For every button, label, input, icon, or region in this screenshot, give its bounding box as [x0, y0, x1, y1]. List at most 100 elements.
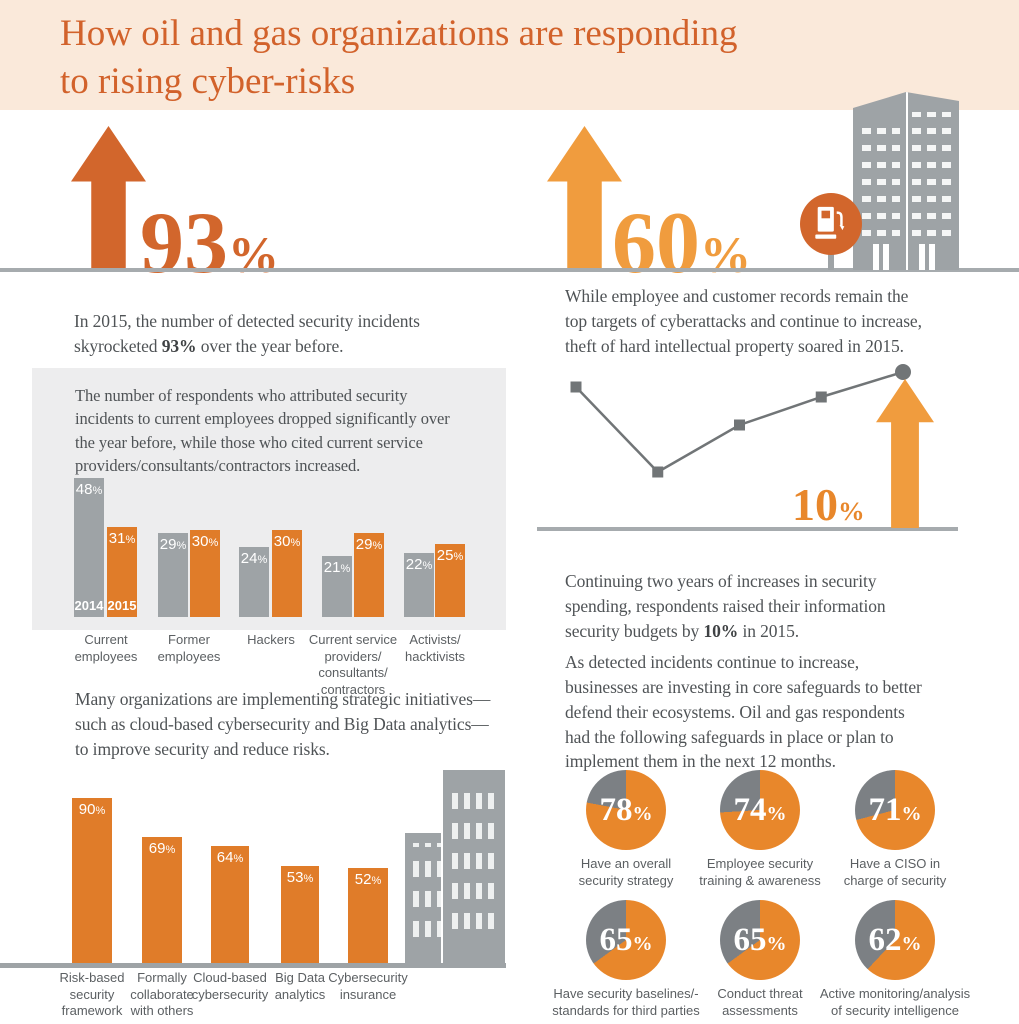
pie-overall-security-strategy: 78% [586, 770, 666, 850]
bar-2014-activists: 22% [404, 553, 434, 617]
up-arrow-icon [71, 126, 146, 272]
pie-value: 62% [868, 922, 922, 958]
trend-line-chart [570, 364, 911, 478]
bar-2014-hackers: 24% [239, 547, 269, 617]
bar-cybersecurity-insurance: 52% [348, 868, 388, 963]
baseline-rule [537, 527, 958, 531]
caption-text: over the year before. [196, 335, 344, 356]
pie-active-monitoring: 62% [855, 900, 935, 980]
percent-sign: % [838, 496, 865, 526]
bar-value: 21% [323, 559, 351, 576]
stat-number: 10 [792, 479, 838, 530]
bar-formally-collaborate: 69% [142, 837, 182, 963]
bar-value: 52% [354, 871, 382, 888]
pie-label: Employee security training & awareness [699, 856, 821, 888]
category-label: Cloud-based cybersecurity [191, 970, 269, 1002]
building-windows [912, 112, 952, 236]
bar-value: 30% [273, 533, 301, 550]
pie-value: 71% [868, 792, 922, 828]
header: How oil and gas organizations are respon… [0, 0, 1019, 110]
stat-number: 60 [612, 195, 700, 292]
percent-sign: % [700, 228, 752, 284]
pie-value: 65% [599, 922, 653, 958]
page-title: How oil and gas organizations are respon… [60, 13, 738, 103]
building-door [919, 244, 935, 270]
caption-incidents: In 2015, the number of detected security… [74, 284, 534, 359]
series-label-2015: 2015 [107, 598, 137, 613]
bar-value: 22% [405, 556, 433, 573]
pie-label: Conduct threat assessments [717, 986, 803, 1018]
pie-ciso: 71% [855, 770, 935, 850]
category-label: Cybersecurity insurance [328, 970, 408, 1002]
baseline-rule [0, 963, 506, 968]
caption-text: In 2015, the number of detected security… [74, 310, 420, 356]
bar-2014-service-providers: 21% [322, 556, 352, 617]
bar-value: 31% [108, 530, 136, 547]
caption-text: Continuing two years of increases in sec… [565, 570, 886, 641]
bar-2015-current-employees: 31% 2015 [107, 527, 137, 617]
caption-ip-theft: While employee and customer records rema… [565, 286, 922, 356]
pie-security-baselines: 65% [586, 900, 666, 980]
bar-value: 30% [191, 533, 219, 550]
bar-value: 90% [78, 801, 106, 818]
caption-bold: 93% [161, 335, 197, 356]
category-label: Formally collaborate with others [130, 970, 194, 1019]
safeguards-intro: As detected incidents continue to increa… [565, 652, 922, 772]
tower-building-illustration [853, 92, 959, 270]
gas-pump-badge [800, 193, 862, 255]
bar-value: 53% [286, 869, 314, 886]
bar-value: 69% [148, 840, 176, 857]
pie-threat-assessments: 65% [720, 900, 800, 980]
pie-value: 74% [733, 792, 787, 828]
stat-ip-theft-value: 60% [612, 200, 751, 288]
category-label: Former employees [157, 632, 221, 664]
bar-value: 29% [355, 536, 383, 553]
category-label: Activists/ hacktivists [405, 632, 465, 664]
stat-incidents-value: 93% [140, 200, 279, 288]
series-label-2014: 2014 [74, 598, 104, 613]
bar-value: 64% [216, 849, 244, 866]
category-label: Hackers [247, 632, 295, 647]
bar-2015-activists: 25% [435, 544, 465, 617]
bar-value: 24% [240, 550, 268, 567]
pie-label: Have security baselines/- standards for … [552, 986, 700, 1018]
stat-budget-value: 10% [792, 482, 865, 528]
caption-bold: 10% [703, 620, 739, 641]
bar-value: 29% [159, 536, 187, 553]
pie-label: Active monitoring/analysis of security i… [819, 986, 971, 1018]
caption-text: in 2015. [738, 620, 800, 641]
category-label: Current employees [74, 632, 138, 664]
gas-pump-icon [815, 206, 845, 239]
bar-value: 25% [436, 547, 464, 564]
divider-rule [0, 268, 1019, 272]
pie-label: Have a CISO in charge of security [843, 856, 947, 888]
pie-value: 78% [599, 792, 653, 828]
pie-label: Have an overall security strategy [578, 856, 674, 888]
pie-value: 65% [733, 922, 787, 958]
bar-2015-service-providers: 29% [354, 533, 384, 617]
initiatives-intro: Many organizations are implementing stra… [75, 689, 491, 759]
bar-2014-former-employees: 29% [158, 533, 188, 617]
building-windows [862, 118, 900, 236]
bar-value: 48% [75, 481, 103, 498]
category-label: Risk-based security framework [59, 970, 125, 1019]
bar-cloud-cybersecurity: 64% [211, 846, 249, 963]
bar-2015-former-employees: 30% [190, 530, 220, 617]
tall-building-illustration [441, 770, 505, 963]
caption-budget: Continuing two years of increases in sec… [565, 544, 1005, 643]
building-windows [452, 782, 496, 929]
bar-2015-hackers: 30% [272, 530, 302, 617]
stat-number: 93 [140, 195, 228, 292]
pie-employee-training: 74% [720, 770, 800, 850]
percent-sign: % [228, 228, 280, 284]
bar-big-data-analytics: 53% [281, 866, 319, 963]
category-label: Current service providers/ consultants/ … [308, 632, 398, 697]
gas-pump-pole [828, 253, 834, 270]
category-label: Big Data analytics [274, 970, 326, 1002]
building-divider [906, 92, 908, 270]
attribution-intro: The number of respondents who attributed… [75, 386, 450, 476]
building-door [873, 244, 889, 270]
up-arrow-icon [547, 126, 622, 272]
bar-risk-based-framework: 90% [72, 798, 112, 963]
